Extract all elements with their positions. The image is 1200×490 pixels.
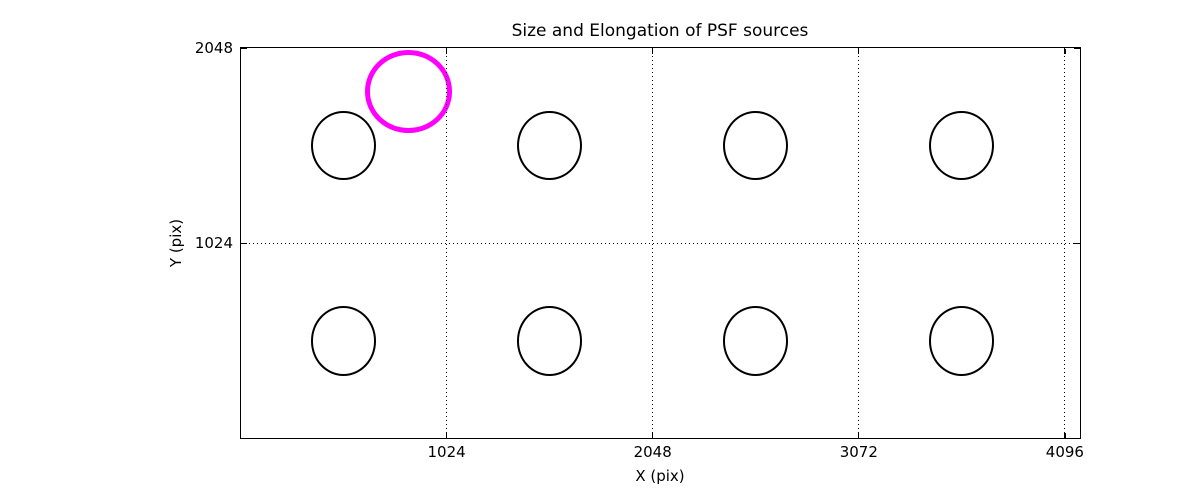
y-tick-label: 1024	[194, 234, 233, 253]
reference-circle	[365, 50, 452, 133]
y-tick-right	[1074, 47, 1080, 49]
x-tick-top	[858, 48, 860, 54]
psf-ellipse	[517, 110, 583, 181]
psf-ellipse	[929, 110, 995, 181]
x-axis-label: X (pix)	[635, 467, 685, 485]
psf-ellipse	[517, 306, 583, 376]
psf-ellipse	[310, 110, 377, 181]
x-tick-bottom	[652, 433, 654, 439]
x-tick-top	[652, 48, 654, 54]
x-tick-bottom	[1064, 433, 1066, 439]
y-tick-right	[1074, 242, 1080, 244]
y-tick-left	[241, 47, 247, 49]
y-tick-left	[241, 242, 247, 244]
x-tick-label: 3072	[839, 443, 878, 461]
psf-ellipse	[723, 110, 789, 181]
psf-ellipse	[929, 306, 995, 376]
chart-title: Size and Elongation of PSF sources	[511, 21, 809, 41]
psf-ellipse	[723, 306, 789, 376]
psf-ellipse	[310, 306, 377, 376]
y-gridline	[240, 242, 1080, 244]
x-tick-bottom	[858, 433, 860, 439]
x-tick-bottom	[445, 433, 448, 439]
y-tick-label: 2048	[194, 39, 233, 57]
x-tick-top	[1064, 48, 1066, 54]
x-tick-label: 1024	[427, 443, 466, 461]
x-tick-top	[445, 48, 448, 54]
x-tick-label: 2048	[633, 443, 672, 461]
x-tick-label: 4096	[1045, 443, 1084, 461]
